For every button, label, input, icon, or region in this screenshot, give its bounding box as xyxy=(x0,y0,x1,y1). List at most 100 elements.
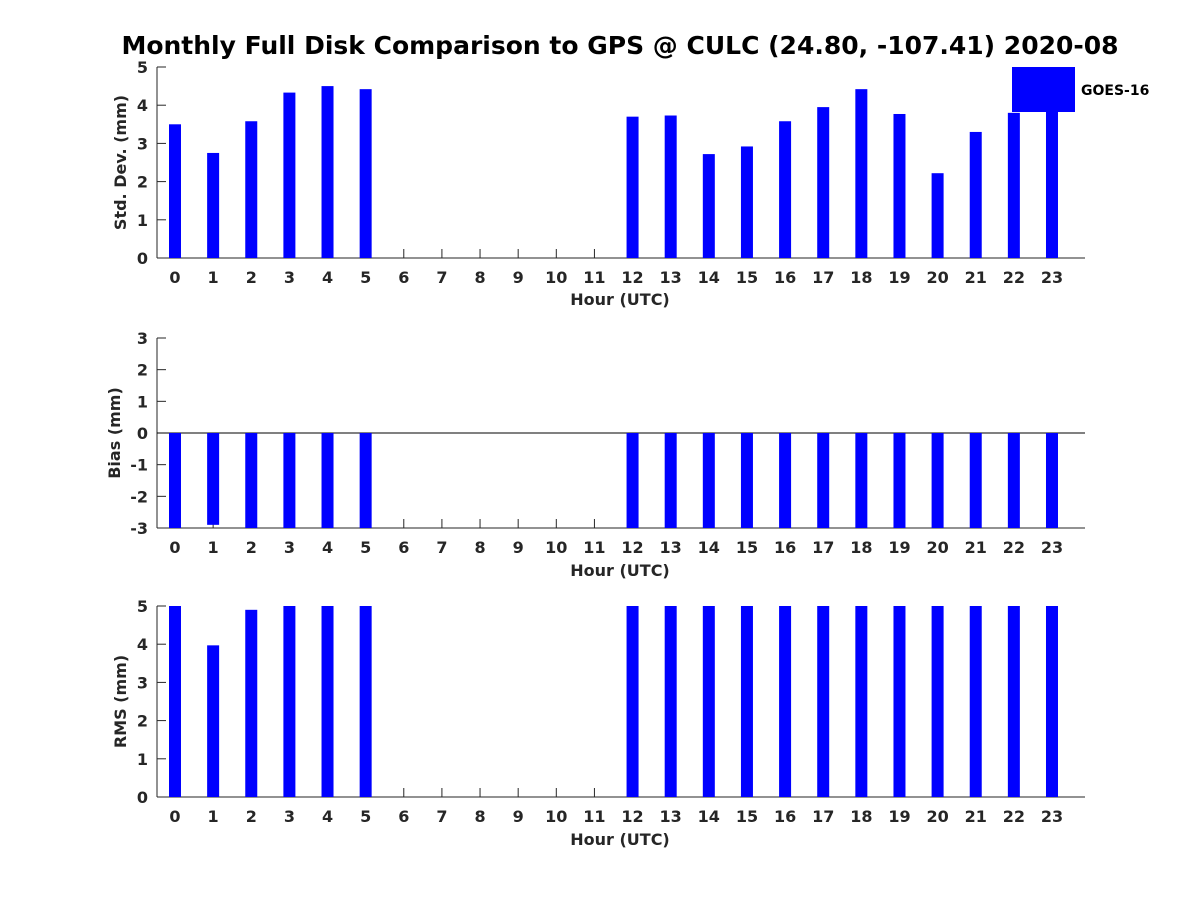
bias-x-tick-label: 20 xyxy=(926,538,948,557)
std-dev-y-tick-label: 2 xyxy=(137,173,148,192)
bias-x-tick-label: 12 xyxy=(621,538,643,557)
std-dev-x-tick-label: 3 xyxy=(284,268,295,287)
rms-x-tick-label: 17 xyxy=(812,807,834,826)
bias-y-tick-label: 3 xyxy=(137,329,148,348)
rms-x-tick-label: 4 xyxy=(322,807,333,826)
rms-x-tick-label: 9 xyxy=(513,807,524,826)
rms-x-tick-label: 15 xyxy=(736,807,758,826)
std-dev-bar xyxy=(626,116,639,258)
bias-bar xyxy=(1007,433,1020,528)
bias-y-tick-label: 1 xyxy=(137,392,148,411)
legend-label: GOES-16 xyxy=(1081,83,1149,99)
rms-bar xyxy=(283,606,296,797)
rms-x-tick-label: 3 xyxy=(284,807,295,826)
bias-x-tick-label: 8 xyxy=(474,538,485,557)
rms-y-tick-label: 4 xyxy=(137,635,148,654)
std-dev-x-tick-label: 0 xyxy=(169,268,180,287)
rms-bar xyxy=(893,606,906,797)
std-dev-x-tick-label: 11 xyxy=(583,268,605,287)
bias-y-tick-label: -2 xyxy=(130,487,148,506)
bias-bar xyxy=(855,433,868,528)
std-dev-y-axis-label: Std. Dev. (mm) xyxy=(111,95,130,230)
rms-bar xyxy=(740,606,753,797)
std-dev-x-tick-label: 10 xyxy=(545,268,567,287)
rms-x-tick-label: 2 xyxy=(246,807,257,826)
rms-x-tick-label: 8 xyxy=(474,807,485,826)
bias-bar xyxy=(626,433,639,528)
std-dev-x-tick-label: 17 xyxy=(812,268,834,287)
bias-bar xyxy=(1045,433,1058,528)
bias-x-tick-label: 11 xyxy=(583,538,605,557)
std-dev-bar xyxy=(1045,97,1058,258)
bias-x-tick-label: 13 xyxy=(660,538,682,557)
rms-x-tick-label: 21 xyxy=(965,807,987,826)
bias-y-tick-label: -1 xyxy=(130,456,148,475)
rms-x-tick-label: 23 xyxy=(1041,807,1063,826)
rms-bar xyxy=(969,606,982,797)
rms-y-tick-label: 5 xyxy=(137,597,148,616)
rms-x-tick-label: 16 xyxy=(774,807,796,826)
bias-bar xyxy=(779,433,792,528)
std-dev-x-tick-label: 21 xyxy=(965,268,987,287)
std-dev-bar xyxy=(207,152,220,258)
rms-bar xyxy=(664,606,677,797)
rms-x-tick-label: 7 xyxy=(436,807,447,826)
rms-bar xyxy=(779,606,792,797)
std-dev-x-tick-label: 9 xyxy=(513,268,524,287)
rms-x-tick-label: 6 xyxy=(398,807,409,826)
std-dev-x-tick-label: 2 xyxy=(246,268,257,287)
bias-bar xyxy=(931,433,944,528)
bias-bar xyxy=(740,433,753,528)
rms-y-tick-label: 1 xyxy=(137,750,148,769)
bias-x-tick-label: 7 xyxy=(436,538,447,557)
bias-bar xyxy=(969,433,982,528)
std-dev-bar xyxy=(740,146,753,258)
rms-x-tick-label: 18 xyxy=(850,807,872,826)
std-dev-bar xyxy=(321,86,334,258)
std-dev-y-tick-label: 1 xyxy=(137,211,148,230)
std-dev-y-tick-label: 3 xyxy=(137,134,148,153)
std-dev-x-tick-label: 16 xyxy=(774,268,796,287)
rms-bar xyxy=(245,609,258,797)
rms-bar xyxy=(359,606,372,797)
bias-y-tick-label: 0 xyxy=(137,424,148,443)
std-dev-x-tick-label: 8 xyxy=(474,268,485,287)
rms-y-axis-label: RMS (mm) xyxy=(111,655,130,748)
bias-bar xyxy=(283,433,296,528)
std-dev-bar xyxy=(664,115,677,258)
std-dev-bar xyxy=(702,154,715,258)
rms-y-tick-label: 0 xyxy=(137,788,148,807)
bias-x-tick-label: 23 xyxy=(1041,538,1063,557)
rms-bar xyxy=(1045,606,1058,797)
rms-bar xyxy=(626,606,639,797)
std-dev-bar xyxy=(855,89,868,258)
bias-y-tick-label: 2 xyxy=(137,361,148,380)
std-dev-bar xyxy=(893,113,906,259)
rms-x-tick-label: 13 xyxy=(660,807,682,826)
bias-bar xyxy=(702,433,715,528)
std-dev-bar xyxy=(931,173,944,258)
std-dev-bar xyxy=(779,121,792,258)
std-dev-x-tick-label: 23 xyxy=(1041,268,1063,287)
rms-bar xyxy=(702,606,715,797)
rms-x-tick-label: 14 xyxy=(698,807,720,826)
rms-y-tick-label: 3 xyxy=(137,673,148,692)
bias-x-tick-label: 16 xyxy=(774,538,796,557)
rms-bar xyxy=(855,606,868,797)
std-dev-x-tick-label: 15 xyxy=(736,268,758,287)
bias-bar xyxy=(169,433,181,528)
bias-bar xyxy=(359,433,372,528)
bias-bar xyxy=(245,433,258,528)
std-dev-bar xyxy=(359,89,372,258)
std-dev-x-tick-label: 18 xyxy=(850,268,872,287)
std-dev-bar xyxy=(283,92,296,259)
std-dev-x-tick-label: 1 xyxy=(208,268,219,287)
rms-x-tick-label: 5 xyxy=(360,807,371,826)
rms-x-tick-label: 10 xyxy=(545,807,567,826)
bias-x-tick-label: 15 xyxy=(736,538,758,557)
legend: GOES-16 xyxy=(1012,67,1149,112)
